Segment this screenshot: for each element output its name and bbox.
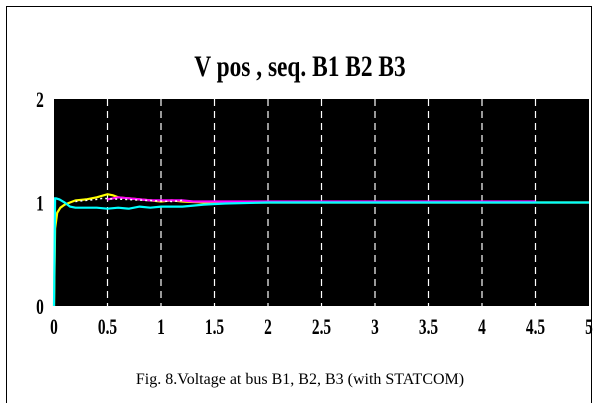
- chart-title: V pos , seq. B1 B2 B3: [194, 49, 405, 82]
- x-tick-label-7: 3.5: [419, 315, 438, 339]
- x-tick-label-5: 2.5: [312, 315, 331, 339]
- x-tick-label-0: 0: [50, 315, 58, 339]
- x-tick-label-8: 4: [478, 315, 486, 339]
- series-line-2: [52, 197, 589, 307]
- x-tick-label-2: 1: [157, 315, 165, 339]
- figure-caption: Fig. 8.Voltage at bus B1, B2, B3 (with S…: [135, 371, 465, 388]
- y-tick-label-2: 2: [36, 88, 44, 112]
- y-tick-label-0: 0: [36, 295, 44, 319]
- x-tick-label-9: 4.5: [526, 315, 545, 339]
- x-tick-label-6: 3: [371, 315, 379, 339]
- x-tick-label-10: 5: [585, 315, 593, 339]
- y-tick-label-1: 1: [36, 192, 44, 216]
- x-tick-label-3: 1.5: [205, 315, 224, 339]
- x-tick-label-4: 2: [264, 315, 272, 339]
- x-tick-label-1: 0.5: [98, 315, 117, 339]
- figure-frame: [6, 6, 592, 403]
